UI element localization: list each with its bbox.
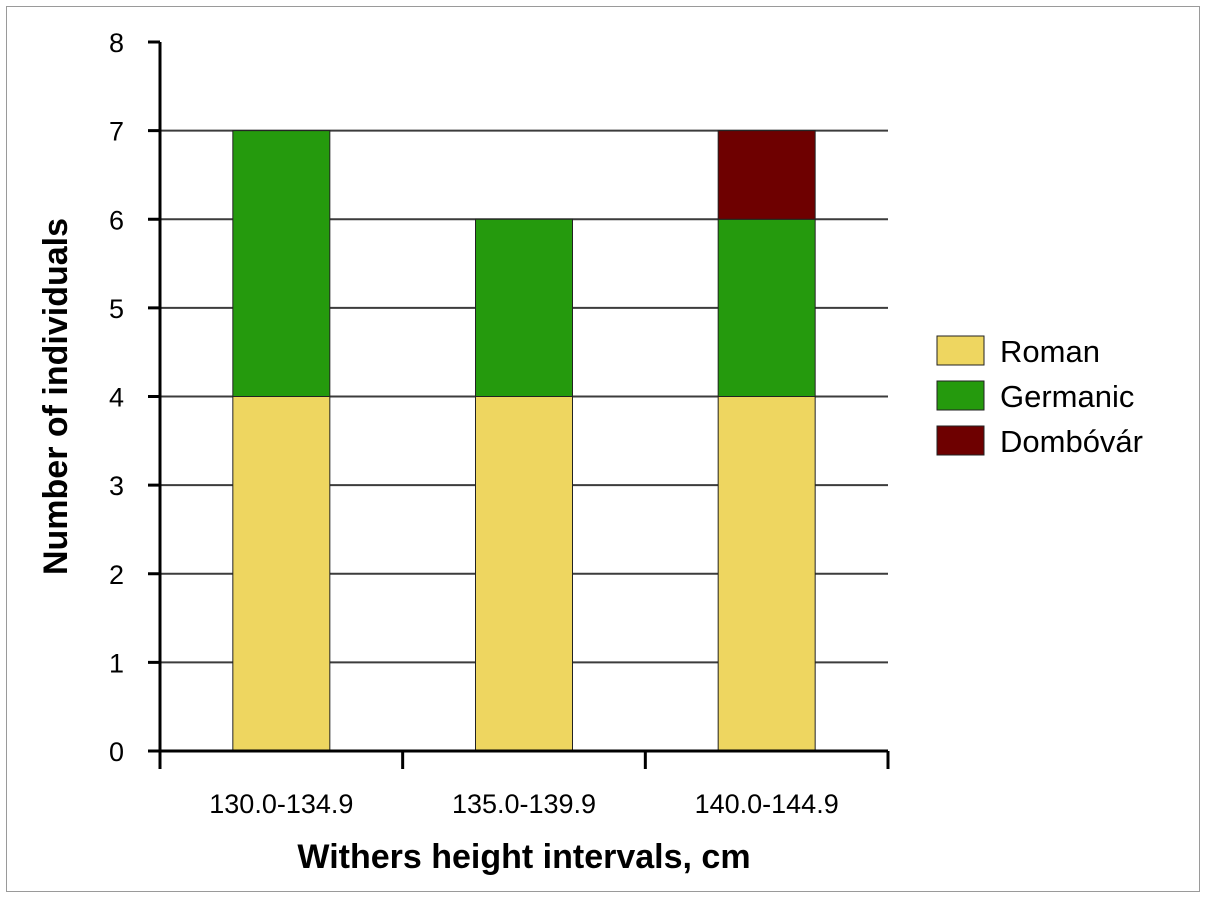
bar-segment-roman (717, 396, 816, 752)
x-tick-label: 135.0-139.9 (452, 789, 596, 819)
bar-segment-domb-v-r (717, 130, 816, 220)
y-tick-label: 1 (109, 648, 124, 678)
legend-label: Roman (1000, 334, 1100, 369)
y-tick-label: 6 (109, 205, 124, 235)
y-axis-title: Number of individuals (37, 218, 75, 575)
y-tick-label: 3 (109, 471, 124, 501)
x-axis-title: Withers height intervals, cm (297, 838, 750, 876)
y-tick-label: 8 (109, 28, 124, 58)
y-tick-label: 5 (109, 294, 124, 324)
legend-swatch (936, 335, 985, 366)
bar-segment-germanic (475, 218, 573, 397)
x-tick-label: 130.0-134.9 (209, 789, 353, 819)
legend-label: Germanic (1000, 379, 1134, 414)
y-tick-label: 7 (109, 117, 124, 147)
legend-label: Dombóvár (1000, 424, 1143, 459)
legend-swatch (936, 380, 985, 411)
bars (232, 130, 816, 752)
y-tick-label: 4 (109, 383, 124, 413)
chart-frame (6, 6, 1200, 892)
bar-segment-roman (475, 396, 573, 752)
y-tick-label: 2 (109, 560, 124, 590)
legend: Roman Germanic Dombóvár (936, 334, 1143, 459)
y-tick-label: 0 (109, 737, 124, 767)
bar-segment-roman (232, 396, 331, 752)
y-ticks: 0 1 2 3 4 5 6 7 8 (109, 28, 160, 767)
bar-segment-germanic (232, 130, 331, 397)
bar-segment-germanic (717, 218, 816, 397)
legend-swatch (936, 425, 985, 456)
x-ticks: 130.0-134.9 135.0-139.9 140.0-144.9 (158, 751, 890, 819)
x-tick-label: 140.0-144.9 (695, 789, 839, 819)
